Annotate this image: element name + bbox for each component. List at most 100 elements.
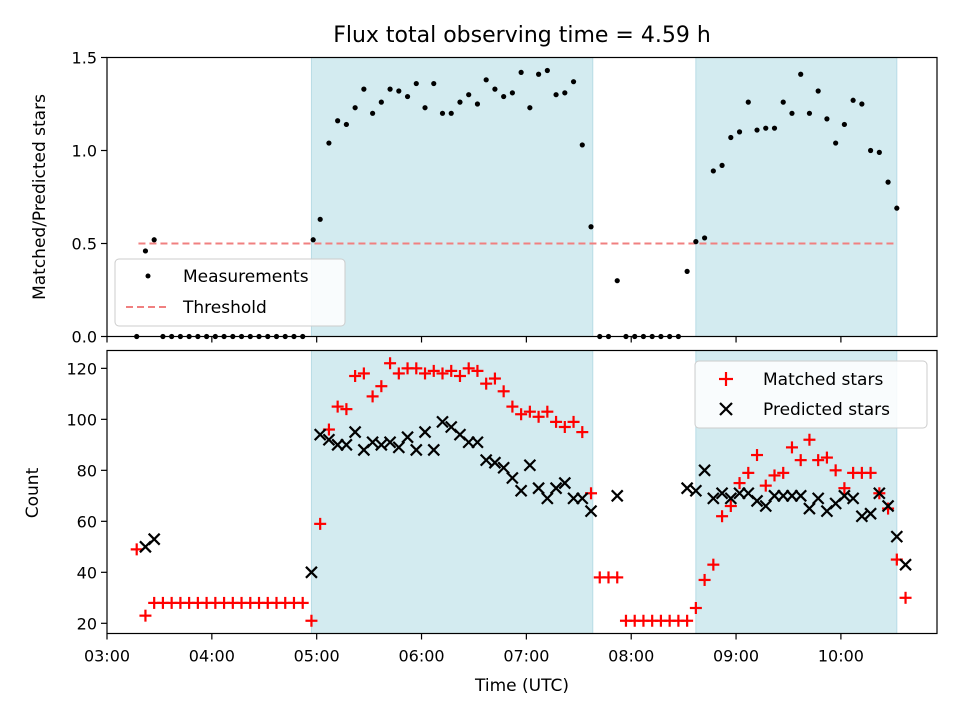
y-tick-label: 0.0 — [72, 328, 97, 347]
count-series — [130, 357, 912, 627]
predicted-star-point — [383, 436, 397, 449]
matched-star-point — [296, 596, 309, 609]
ratio-y-axis-label: Matched/Predicted stars — [30, 94, 50, 300]
matched-star-point — [751, 449, 764, 462]
measurement-point — [798, 71, 804, 77]
x-tick-label: 07:00 — [503, 647, 549, 666]
measurement-point — [501, 93, 507, 100]
measurement-point — [841, 121, 847, 128]
measurement-point — [824, 116, 830, 122]
observing-window-1 — [310, 350, 594, 634]
matched-star-point — [681, 614, 694, 627]
predicted-star-point — [707, 492, 720, 505]
predicted-star-point — [313, 428, 327, 441]
measurement-point — [833, 140, 839, 146]
measurement-point — [518, 69, 524, 75]
legend-predicted-marker — [719, 402, 733, 416]
measurement-point — [728, 134, 734, 141]
measurement-point — [771, 125, 778, 131]
matched-star-point — [716, 510, 729, 523]
measurement-point — [745, 99, 751, 105]
measurement-point — [719, 162, 725, 168]
matched-star-point — [689, 602, 702, 615]
measurement-point — [317, 216, 323, 222]
matched-star-point — [497, 385, 510, 398]
predicted-star-point — [514, 484, 528, 498]
matched-star-point — [375, 380, 388, 393]
measurement-point — [142, 248, 149, 254]
matched-star-point — [558, 420, 571, 433]
ratio-legend: Measurements Threshold — [114, 258, 346, 327]
measurement-point — [754, 127, 760, 133]
predicted-star-point — [803, 502, 816, 515]
y-tick-label: 60 — [77, 512, 97, 531]
measurement-point — [361, 86, 367, 92]
measurement-point — [509, 90, 515, 96]
matched-star-point — [724, 500, 737, 513]
matched-star-point — [445, 364, 458, 377]
measurement-point — [457, 99, 463, 105]
legend-matched-label: Matched stars — [763, 370, 883, 390]
y-tick-label: 20 — [77, 614, 97, 633]
y-tick-label: 120 — [66, 359, 97, 378]
y-tick-label: 0.5 — [72, 235, 97, 254]
matched-star-point — [331, 400, 344, 413]
y-tick-label: 1.0 — [72, 142, 97, 161]
predicted-star-point — [532, 481, 545, 495]
matched-star-point — [812, 454, 825, 467]
legend-matched-marker — [719, 372, 733, 386]
legend-predicted-label: Predicted stars — [763, 400, 890, 420]
measurement-point — [789, 110, 795, 116]
predicted-star-point — [794, 489, 807, 503]
observing-window-1 — [310, 57, 594, 337]
x-axis-label: Time (UTC) — [474, 676, 569, 696]
predicted-star-point — [322, 433, 336, 447]
measurement-point — [850, 97, 856, 103]
measurement-point — [326, 140, 332, 146]
predicted-star-point — [549, 481, 563, 495]
predicted-star-point — [724, 492, 738, 505]
predicted-star-point — [855, 509, 869, 523]
matched-star-point — [392, 367, 405, 380]
measurement-point — [815, 88, 821, 94]
matched-star-point — [523, 405, 536, 418]
predicted-star-point — [610, 489, 624, 503]
matched-star-point — [698, 573, 711, 586]
matched-star-point — [567, 415, 580, 428]
matched-star-point — [532, 410, 545, 423]
predicted-star-point — [689, 484, 703, 498]
measurement-point — [806, 110, 813, 116]
predicted-star-point — [881, 499, 895, 513]
matched-star-point — [384, 357, 397, 370]
matched-star-point — [506, 400, 519, 413]
matched-star-point — [349, 369, 362, 382]
predicted-star-point — [410, 443, 423, 457]
predicted-star-point — [750, 494, 764, 508]
predicted-star-point — [375, 438, 388, 452]
measurement-point — [474, 101, 481, 107]
matched-star-point — [515, 408, 528, 421]
measurement-point — [466, 92, 472, 98]
matched-star-point — [488, 372, 501, 385]
matched-star-point — [803, 433, 816, 446]
matched-star-point — [864, 466, 877, 479]
x-tick-label: 04:00 — [189, 647, 235, 666]
legend-threshold-label: Threshold — [182, 298, 267, 318]
predicted-star-point — [523, 458, 537, 472]
measurement-point — [396, 88, 402, 94]
y-tick-label: 80 — [77, 461, 97, 480]
count-legend: Matched stars Predicted stars — [694, 360, 928, 429]
matched-star-point — [733, 477, 746, 490]
chart-title: Flux total observing time = 4.59 h — [333, 23, 711, 48]
measurement-point — [536, 71, 542, 77]
x-tick-label: 10:00 — [818, 647, 864, 666]
matched-star-point — [611, 571, 624, 584]
predicted-star-point — [366, 436, 379, 449]
predicted-star-point — [811, 492, 825, 505]
predicted-star-point — [899, 558, 912, 571]
x-tick-label: 09:00 — [713, 647, 759, 666]
matched-star-point — [794, 454, 807, 467]
predicted-star-point — [392, 441, 406, 454]
predicted-star-point — [147, 532, 161, 546]
